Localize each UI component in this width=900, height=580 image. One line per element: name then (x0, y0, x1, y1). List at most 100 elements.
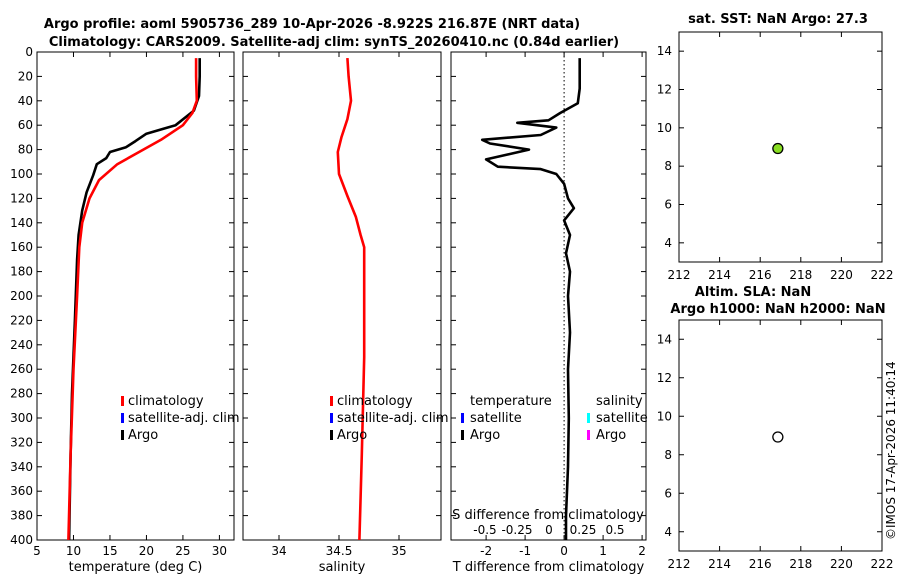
legend-swatch-0 (121, 396, 124, 406)
x-tick-label: 214 (708, 268, 731, 282)
x-tick-label: 15 (102, 544, 117, 558)
x-tick-label: 218 (789, 557, 812, 571)
y-tick-label: 400 (10, 533, 33, 547)
y-tick-label: 360 (10, 484, 33, 498)
y-tick-label: 140 (10, 216, 33, 230)
x-tick-label: 10 (66, 544, 81, 558)
y-tick-label: 100 (10, 167, 33, 181)
y-tick-label: 240 (10, 338, 33, 352)
y-tick-label: 80 (18, 143, 33, 157)
series-argo-t-difference (480, 58, 582, 540)
x-tick-label: 35 (391, 544, 406, 558)
legend-label: Argo (596, 428, 626, 443)
h-title: Argo h1000: NaN h2000: NaN (670, 302, 885, 317)
panel-frame-temperature (36, 51, 235, 541)
x-tick-label: 34 (271, 544, 286, 558)
x-tick-label: 218 (789, 268, 812, 282)
legend-label: Argo (470, 428, 500, 443)
legend-title-temperature: temperature (470, 394, 552, 409)
legend-swatch-2 (330, 430, 333, 440)
legend-swatch-argo-sal (587, 430, 590, 440)
x-axis-label: T difference from climatology (452, 560, 645, 575)
watermark: ©IMOS 17-Apr-2026 11:40:14 (884, 361, 898, 540)
legend-title-salinity: salinity (596, 394, 643, 409)
title-line1: Argo profile: aoml 5905736_289 10-Apr-20… (44, 17, 580, 32)
legend-label: satellite (470, 411, 522, 426)
x-tick-label: 30 (212, 544, 227, 558)
legend-label: climatology (128, 394, 204, 409)
x-tick-label: 222 (871, 557, 894, 571)
legend-label: satellite (596, 411, 648, 426)
x-axis-label: salinity (319, 560, 366, 575)
y-tick-label: 4 (664, 525, 672, 539)
y-tick-label: 8 (664, 159, 672, 173)
profile-location-marker (772, 142, 784, 155)
legend-label: satellite-adj. clim (128, 411, 240, 426)
profile-location-marker (772, 431, 784, 443)
series-climatology-temperature (67, 58, 199, 541)
x-tick-label: 220 (830, 557, 853, 571)
x-tick-label: 212 (668, 557, 691, 571)
x-tick-label: 222 (871, 268, 894, 282)
legend-swatch-2 (121, 430, 124, 440)
y-tick-label: 220 (10, 313, 33, 327)
x-tick-label: 216 (749, 557, 772, 571)
y-tick-label: 200 (10, 289, 33, 303)
top-tick-label: 0 (545, 523, 553, 537)
y-tick-label: 60 (18, 118, 33, 132)
y-tick-label: 14 (657, 332, 672, 346)
top-tick-label: -0.5 (473, 523, 496, 537)
y-tick-label: 320 (10, 435, 33, 449)
x-tick-label: -1 (519, 544, 531, 558)
y-tick-label: 20 (18, 69, 33, 83)
panel-frame-salinity (242, 51, 442, 541)
title-line2: Climatology: CARS2009. Satellite-adj cli… (49, 35, 619, 50)
x-tick-label: 1 (599, 544, 607, 558)
sst-title: sat. SST: NaN Argo: 27.3 (688, 12, 868, 27)
y-tick-label: 160 (10, 240, 33, 254)
x-tick-label: 0 (560, 544, 568, 558)
legend-label: Argo (128, 428, 158, 443)
x-axis-label: temperature (deg C) (69, 560, 203, 575)
x-tick-label: 20 (139, 544, 154, 558)
y-tick-label: 180 (10, 265, 33, 279)
y-tick-label: 380 (10, 509, 33, 523)
top-tick-label: -0.25 (501, 523, 532, 537)
legend-swatch-0 (330, 396, 333, 406)
y-tick-label: 340 (10, 460, 33, 474)
y-tick-label: 8 (664, 448, 672, 462)
legend-label: climatology (337, 394, 413, 409)
x-tick-label: 2 (638, 544, 646, 558)
x-tick-label: 214 (708, 557, 731, 571)
top-tick-label: 0.5 (605, 523, 624, 537)
y-tick-label: 6 (664, 198, 672, 212)
legend-swatch-1 (121, 413, 124, 423)
y-tick-label: 0 (25, 45, 33, 59)
legend-swatch-sat-sal (587, 413, 590, 423)
y-tick-label: 40 (18, 94, 33, 108)
y-tick-label: 260 (10, 362, 33, 376)
legend-label: Argo (337, 428, 367, 443)
legend-label: satellite-adj. clim (337, 411, 449, 426)
legend-swatch-argo-temp (461, 430, 464, 440)
x-tick-label: 212 (668, 268, 691, 282)
top-tick-label: 0.25 (570, 523, 597, 537)
x-tick-label: 25 (175, 544, 190, 558)
y-tick-label: 10 (657, 121, 672, 135)
x-tick-label: 34.5 (326, 544, 353, 558)
x-tick-label: 216 (749, 268, 772, 282)
y-tick-label: 300 (10, 411, 33, 425)
y-tick-label: 12 (657, 371, 672, 385)
y-tick-label: 10 (657, 409, 672, 423)
sla-title: Altim. SLA: NaN (695, 285, 811, 300)
legend-swatch-sat-temp (461, 413, 464, 423)
x-tick-label: 5 (33, 544, 41, 558)
series-climatology-salinity (336, 58, 366, 541)
panel-frame-difference (450, 51, 647, 541)
x-tick-label: 220 (830, 268, 853, 282)
x-tick-label: -2 (480, 544, 492, 558)
y-tick-label: 12 (657, 83, 672, 97)
y-tick-label: 280 (10, 387, 33, 401)
y-tick-label: 14 (657, 44, 672, 58)
